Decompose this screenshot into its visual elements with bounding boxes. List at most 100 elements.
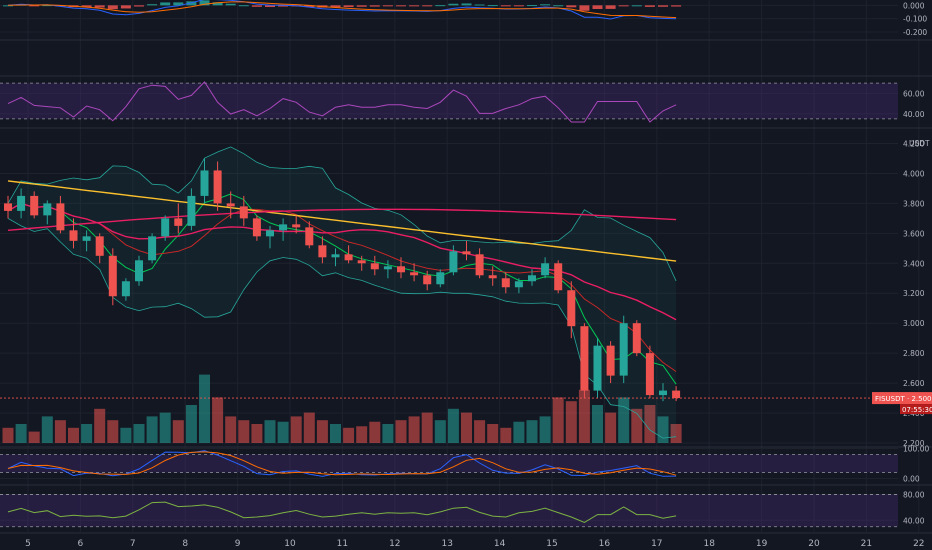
stochastic-pane[interactable] <box>7 450 677 477</box>
countdown-text: 07:55:30 <box>902 406 932 414</box>
macd-histogram-bar <box>107 5 118 10</box>
candle-body[interactable] <box>121 281 130 297</box>
volume-bar <box>54 420 66 443</box>
candle-body[interactable] <box>161 218 170 237</box>
candle-body[interactable] <box>423 275 432 285</box>
volume-bar <box>670 424 682 443</box>
ma-200 <box>7 180 677 262</box>
candle-body[interactable] <box>606 345 615 376</box>
macd-histogram-bar <box>212 2 223 6</box>
rsi-top-pane[interactable] <box>7 81 677 123</box>
candle-body[interactable] <box>410 272 419 276</box>
macd-histogram-bar <box>29 5 40 7</box>
macd-histogram-bar <box>566 5 577 8</box>
candle-body[interactable] <box>514 281 523 288</box>
candle-body[interactable] <box>501 278 510 288</box>
volume-bar <box>592 405 603 443</box>
candle-body[interactable] <box>659 390 667 396</box>
volume-bar <box>290 416 302 443</box>
volume-bar <box>199 374 210 443</box>
macd-histogram-bar <box>513 5 524 7</box>
volume-bar <box>159 412 171 443</box>
macd-histogram-bar <box>238 5 249 7</box>
volume-bar <box>618 397 630 443</box>
y-tick-label: 2.600 <box>903 379 925 388</box>
candle-body[interactable] <box>213 170 222 204</box>
volume-bar <box>316 420 328 443</box>
candle-body[interactable] <box>593 345 602 391</box>
candle-body[interactable] <box>318 245 327 258</box>
candle-body[interactable] <box>292 224 301 228</box>
candle-body[interactable] <box>108 255 117 297</box>
volume-bar <box>369 421 381 443</box>
candle-body[interactable] <box>187 195 196 226</box>
candle-body[interactable] <box>344 254 353 261</box>
y-tick-label: 3.400 <box>903 259 925 268</box>
candle-body[interactable] <box>200 170 209 196</box>
candle-body[interactable] <box>567 290 576 327</box>
volume-bar <box>41 416 53 443</box>
candle-body[interactable] <box>305 227 314 246</box>
macd-histogram-bar <box>422 5 433 7</box>
candle-body[interactable] <box>95 236 104 256</box>
volume-bar <box>185 405 197 443</box>
macd-pane[interactable] <box>3 0 682 20</box>
candle-body[interactable] <box>672 390 681 399</box>
candle-body[interactable] <box>449 251 458 273</box>
candle-body[interactable] <box>174 218 183 226</box>
volume-bar <box>15 424 27 443</box>
candle-body[interactable] <box>252 218 261 237</box>
candle-body[interactable] <box>488 275 497 279</box>
y-tick-label: 0.00 <box>903 475 920 484</box>
rsi-bottom-line <box>7 501 677 523</box>
candle-body[interactable] <box>17 195 26 211</box>
volume-bar <box>434 420 446 443</box>
candle-body[interactable] <box>383 266 392 270</box>
volume-bar <box>120 427 132 443</box>
candle-body[interactable] <box>397 266 405 273</box>
candle-body[interactable] <box>331 254 340 258</box>
candle-body[interactable] <box>619 323 628 376</box>
candle-body[interactable] <box>69 230 78 241</box>
candle-body[interactable] <box>82 236 91 241</box>
candle-body[interactable] <box>462 251 471 255</box>
x-tick-label: 18 <box>703 539 715 549</box>
candle-body[interactable] <box>528 275 536 282</box>
macd-histogram-bar <box>356 5 367 7</box>
candle-body[interactable] <box>475 254 484 276</box>
macd-histogram-bar <box>474 4 485 6</box>
volume-bar <box>330 424 341 443</box>
candle-body[interactable] <box>148 236 157 261</box>
candle-body[interactable] <box>541 263 550 276</box>
macd-histogram-bar <box>251 5 262 7</box>
y-tick-label: -0.100 <box>903 15 927 24</box>
candle-body[interactable] <box>279 224 288 231</box>
rsi-bottom-pane[interactable] <box>7 501 677 523</box>
macd-histogram-bar <box>644 5 655 7</box>
candle-body[interactable] <box>370 263 379 270</box>
candle-body[interactable] <box>135 260 143 282</box>
candle-body[interactable] <box>632 323 641 354</box>
macd-histogram-bar <box>81 5 92 7</box>
x-tick-label: 14 <box>494 539 506 549</box>
candle-body[interactable] <box>30 195 39 216</box>
candle-body[interactable] <box>43 203 52 216</box>
volume-bar <box>172 420 184 443</box>
candle-body[interactable] <box>239 206 248 219</box>
candle-body[interactable] <box>226 203 235 207</box>
macd-histogram-bar <box>147 4 158 6</box>
candle-body[interactable] <box>4 203 12 211</box>
candle-body[interactable] <box>554 263 563 291</box>
candle-body[interactable] <box>357 260 366 264</box>
price-pane[interactable] <box>0 146 898 443</box>
candle-body[interactable] <box>436 272 445 285</box>
x-tick-label: 7 <box>130 539 136 549</box>
candle-body[interactable] <box>580 326 589 391</box>
candle-body[interactable] <box>645 353 654 396</box>
candle-body[interactable] <box>56 203 65 231</box>
candle-body[interactable] <box>266 230 274 237</box>
volume-bar <box>657 416 669 443</box>
x-tick-label: 19 <box>756 539 768 549</box>
macd-histogram-bar <box>94 5 105 8</box>
